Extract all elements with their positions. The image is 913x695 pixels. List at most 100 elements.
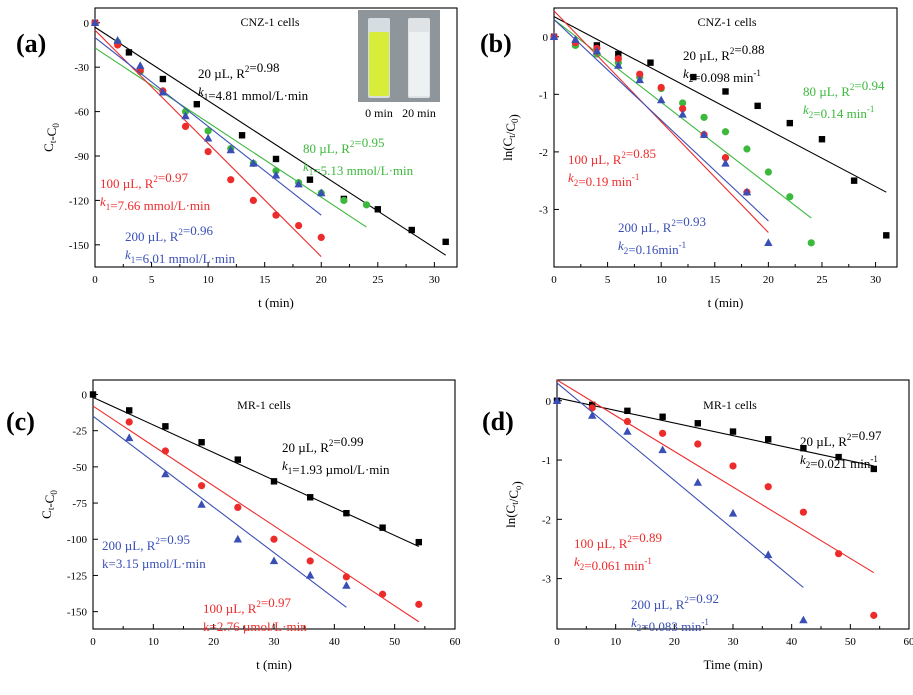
data-point — [786, 193, 794, 201]
data-point — [158, 87, 168, 96]
data-point — [754, 102, 761, 110]
x-tick-label: 15 — [259, 274, 271, 286]
y-tick-label: -25 — [72, 426, 87, 438]
y-tick-label: 0 — [543, 32, 549, 44]
data-point — [690, 73, 697, 81]
x-tick-label: 30 — [728, 636, 740, 648]
data-point — [125, 49, 133, 56]
y-tick-label: -50 — [72, 462, 87, 474]
x-tick-label: 50 — [389, 636, 401, 648]
panel-label: (d) — [482, 407, 514, 436]
series-200l: 200 µL, R2=0.96 k1=6.01 mmol/L·min — [90, 18, 326, 266]
y-tick-label: -60 — [74, 107, 89, 119]
series-annotation: 100 µL, R2=0.85 — [568, 146, 656, 167]
data-point — [722, 88, 729, 95]
data-point — [693, 478, 702, 486]
data-point — [193, 101, 201, 108]
y-tick-label: -1 — [542, 455, 551, 467]
data-point — [623, 427, 632, 435]
data-point — [742, 187, 752, 196]
data-point — [415, 538, 422, 546]
series-20l: 20 µL, R2=0.88 k2=0.098 min-1 — [550, 16, 890, 239]
y-tick-label: -75 — [72, 498, 87, 510]
x-tick-label: 10 — [656, 274, 668, 286]
data-point — [721, 154, 730, 162]
fit-line — [94, 37, 322, 216]
y-tick-label: -120 — [69, 195, 90, 207]
panel-label: (c) — [6, 407, 35, 436]
panel-a: 0 5 10 15 20 25 30 0 -30 -60 -90 -120 -150 t (min) Ct-… — [16, 7, 458, 310]
series-annotation: k2=0.14 min-1 — [803, 102, 874, 121]
series-annotation: 100 µL, R2=0.97 — [203, 595, 291, 616]
data-point — [379, 524, 386, 531]
series-annotation: 80 µL, R2=0.94 — [803, 78, 885, 99]
x-tick-label: 15 — [709, 274, 721, 286]
series-annotation: k1=4.81 mmol/L·min — [198, 84, 309, 103]
plot-frame — [553, 7, 898, 268]
y-tick-label: -150 — [69, 240, 90, 252]
series-100l: 100 µL, R2=0.97 k1=7.66 mmol/L·min — [91, 19, 325, 258]
series-annotation: 20 µL, R2=0.88 — [683, 42, 764, 63]
series-annotation: 80 µL, R2=0.95 — [303, 135, 384, 156]
series-annotation: k=3.15 µmol/L·min — [102, 556, 206, 571]
panel-title: CNZ-1 cells — [241, 15, 300, 29]
data-point — [614, 61, 623, 69]
x-axis-label: t (min) — [256, 657, 292, 672]
series-20l: 20 µL, R2=0.99 k1=1.93 µmol/L·min — [89, 391, 422, 547]
fit-line — [556, 382, 804, 588]
data-point — [226, 145, 235, 154]
data-point — [198, 439, 205, 446]
series-annotation: k1=7.66 mmol/L·min — [100, 194, 211, 213]
fit-line — [553, 19, 769, 222]
y-tick-label: -2 — [539, 147, 548, 159]
x-tick-label: 10 — [148, 636, 160, 648]
data-point — [549, 32, 559, 40]
x-tick-label: 40 — [786, 636, 798, 648]
data-point — [835, 550, 843, 558]
data-point — [623, 417, 632, 426]
data-point — [272, 155, 280, 163]
data-point — [700, 113, 708, 121]
series-annotation: k2=0.098 min-1 — [683, 66, 761, 85]
data-point — [233, 534, 242, 543]
data-point — [786, 119, 794, 127]
panel-b: 0 5 10 15 20 25 30 0 -1 -2 -3 t (min) ln(Ct/C0) (b) CN… — [480, 7, 898, 310]
data-point — [658, 445, 667, 454]
data-point — [694, 440, 702, 448]
y-tick-label: 0 — [84, 18, 90, 30]
y-tick-label: -3 — [539, 204, 549, 216]
x-tick-label: 60 — [450, 636, 462, 648]
x-tick-label: 20 — [316, 274, 328, 286]
x-tick-label: 60 — [904, 636, 913, 648]
data-point — [343, 509, 350, 517]
data-point — [635, 75, 644, 84]
panel-label: (b) — [480, 29, 512, 58]
series-annotation: 20 µL, R2=0.99 — [282, 434, 363, 455]
data-point — [552, 396, 562, 404]
data-point — [306, 570, 315, 579]
data-point — [870, 611, 878, 619]
data-point — [659, 429, 667, 437]
data-point — [227, 176, 235, 184]
data-point — [294, 179, 303, 188]
data-point — [249, 196, 257, 204]
data-point — [571, 35, 580, 43]
x-tick-label: 0 — [551, 274, 557, 286]
inset-label-20min: 20 min — [402, 106, 436, 120]
x-tick-label: 30 — [269, 636, 281, 648]
data-point — [204, 127, 212, 135]
x-tick-label: 25 — [372, 274, 384, 286]
data-point — [379, 590, 387, 598]
x-tick-label: 20 — [669, 636, 681, 648]
fit-line — [94, 26, 446, 256]
series-annotation: 100 µL, R2=0.89 — [574, 530, 662, 551]
data-point — [203, 133, 213, 142]
vial-right-liquid — [409, 32, 429, 96]
series-200l: 200 µL, R2=0.92 k2=0.083 min-1 — [552, 382, 808, 634]
series-annotation: k=2.76 µmol/L·min — [203, 619, 307, 634]
data-point — [408, 226, 415, 234]
data-point — [136, 61, 145, 69]
series-100l: 100 µL, R2=0.97 k=2.76 µmol/L·min — [92, 405, 423, 634]
data-point — [295, 221, 303, 230]
fit-line — [556, 397, 874, 467]
